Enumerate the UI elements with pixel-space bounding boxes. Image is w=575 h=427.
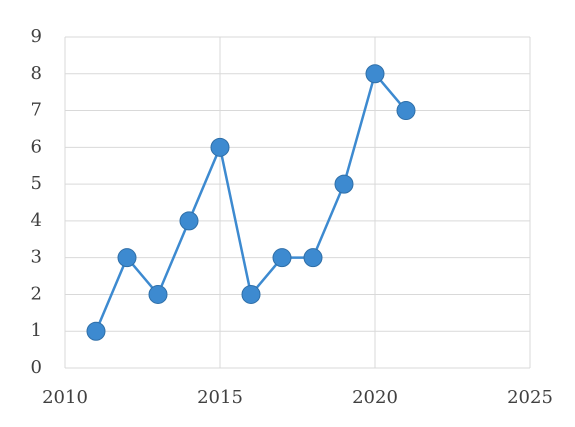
marker (396, 101, 416, 121)
x-tick-label: 2010 (42, 387, 88, 408)
y-tick-label: 8 (31, 63, 42, 84)
marker (148, 284, 168, 304)
y-tick-label: 0 (31, 357, 42, 378)
marker (241, 284, 261, 304)
marker (303, 248, 323, 268)
marker (365, 64, 385, 84)
marker (86, 321, 106, 341)
y-tick-label: 5 (31, 173, 42, 194)
x-tick-label: 2020 (352, 387, 398, 408)
x-tick-label: 2015 (197, 387, 243, 408)
marker (117, 248, 137, 268)
y-tick-label: 9 (31, 26, 42, 47)
y-tick-label: 6 (31, 136, 42, 157)
y-tick-label: 1 (31, 320, 42, 341)
marker (179, 211, 199, 231)
marker (210, 137, 230, 157)
y-tick-label: 2 (31, 283, 42, 304)
marker (272, 248, 292, 268)
x-tick-label: 2025 (507, 387, 553, 408)
y-tick-label: 3 (31, 247, 42, 268)
y-tick-label: 7 (31, 100, 42, 121)
marker (334, 174, 354, 194)
y-tick-label: 4 (31, 210, 42, 231)
